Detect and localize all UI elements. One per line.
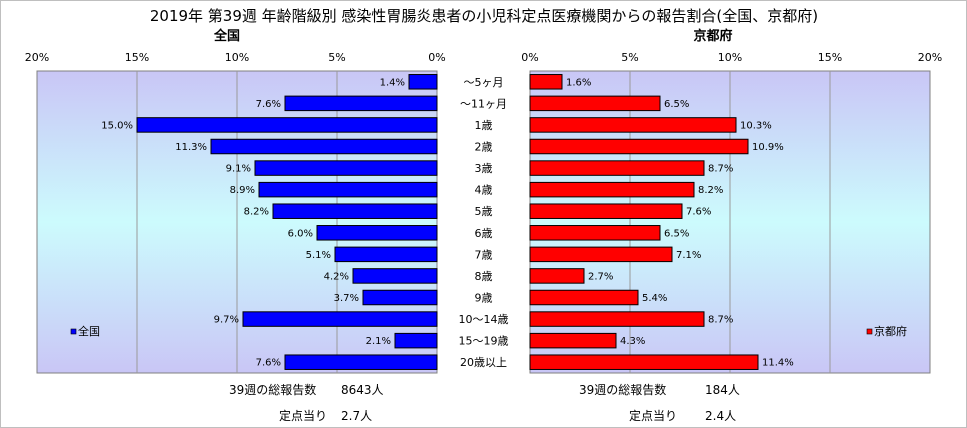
category-label-8: 7歳 (475, 248, 493, 261)
bar-national-1 (284, 95, 438, 112)
value-label-kyoto-1: 6.5% (664, 99, 689, 110)
bar-kyoto-7 (529, 225, 661, 241)
legend-swatch-national (70, 328, 77, 335)
category-label-13: 20歳以上 (460, 356, 507, 369)
x-tick-label-national-10: 10% (225, 51, 249, 64)
footer-kyoto-total-value: 184人 (705, 383, 740, 397)
value-label-kyoto-5: 8.2% (698, 185, 723, 196)
x-tick-label-kyoto-10: 10% (718, 51, 742, 64)
panel-title-kyoto: 京都府 (693, 28, 732, 44)
chart-title: 2019年 第39週 年齢階級別 感染性胃腸炎患者の小児科定点医療機関からの報告… (150, 7, 818, 25)
legend-label-kyoto: 京都府 (874, 324, 907, 338)
bar-national-12 (394, 332, 438, 349)
bar-kyoto-3 (529, 138, 749, 155)
value-label-national-0: 1.4% (380, 77, 405, 88)
category-label-3: 2歳 (475, 141, 493, 154)
footer-national-per-label: 定点当り (279, 408, 327, 423)
bar-kyoto-1 (529, 95, 661, 112)
footer-kyoto-total-label: 39週の総報告数 (579, 382, 666, 397)
category-label-9: 8歳 (475, 270, 493, 283)
x-tick-label-kyoto-20: 20% (918, 51, 942, 64)
x-tick-label-national-20: 20% (25, 51, 49, 64)
bar-national-13 (284, 354, 438, 370)
value-label-kyoto-6: 7.6% (686, 207, 711, 218)
category-label-4: 3歳 (475, 162, 493, 175)
bar-kyoto-12 (529, 332, 617, 349)
value-label-kyoto-10: 5.4% (642, 293, 667, 304)
legend-label-national: 全国 (78, 324, 100, 338)
bar-kyoto-13 (529, 354, 759, 370)
value-label-national-9: 4.2% (324, 271, 349, 282)
category-label-12: 15～19歳 (459, 335, 509, 348)
bar-national-11 (242, 311, 438, 327)
category-label-5: 4歳 (475, 184, 493, 197)
footer-kyoto-per-value: 2.4人 (705, 409, 736, 423)
bar-national-0 (408, 74, 438, 90)
x-tick-label-kyoto-15: 15% (818, 51, 842, 64)
value-label-national-3: 11.3% (175, 142, 207, 153)
value-label-national-10: 3.7% (334, 293, 359, 304)
value-label-national-13: 7.6% (256, 358, 281, 369)
bar-national-6 (272, 203, 438, 219)
value-label-kyoto-2: 10.3% (740, 120, 772, 131)
bar-kyoto-8 (529, 246, 673, 263)
bar-kyoto-4 (529, 160, 705, 176)
value-label-kyoto-9: 2.7% (588, 271, 613, 282)
x-tick-label-kyoto-5: 5% (621, 51, 638, 64)
footer-national-total-value: 8643人 (341, 383, 384, 397)
bar-kyoto-0 (529, 74, 563, 90)
category-label-7: 6歳 (475, 227, 493, 240)
bar-kyoto-10 (529, 289, 639, 306)
x-tick-label-national-0: 0% (428, 51, 445, 64)
value-label-national-11: 9.7% (214, 315, 239, 326)
value-label-national-1: 7.6% (256, 99, 281, 110)
value-label-kyoto-4: 8.7% (708, 164, 733, 175)
category-label-6: 5歳 (475, 205, 493, 218)
value-label-kyoto-7: 6.5% (664, 228, 689, 239)
x-tick-label-national-15: 15% (125, 51, 149, 64)
bar-national-2 (136, 117, 438, 133)
bar-national-3 (210, 138, 438, 155)
category-label-11: 10～14歳 (459, 313, 509, 326)
bar-kyoto-2 (529, 117, 737, 133)
x-tick-label-kyoto-0: 0% (521, 51, 538, 64)
bar-kyoto-9 (529, 268, 585, 284)
value-label-kyoto-0: 1.6% (566, 77, 591, 88)
value-label-national-8: 5.1% (306, 250, 331, 261)
category-label-0: ～5ヶ月 (464, 76, 504, 89)
x-tick-label-national-5: 5% (328, 51, 345, 64)
bar-national-9 (352, 268, 438, 284)
legend-swatch-kyoto (866, 328, 873, 335)
category-label-1: ～11ヶ月 (460, 97, 507, 110)
value-label-kyoto-11: 8.7% (708, 315, 733, 326)
value-label-national-2: 15.0% (101, 120, 133, 131)
category-label-2: 1歳 (475, 119, 493, 132)
bar-national-4 (254, 160, 438, 176)
bar-national-7 (316, 225, 438, 241)
footer-national-total-label: 39週の総報告数 (229, 382, 316, 397)
value-label-kyoto-13: 11.4% (762, 358, 794, 369)
bar-kyoto-6 (529, 203, 683, 219)
value-label-national-4: 9.1% (226, 164, 251, 175)
bar-national-10 (362, 289, 438, 306)
value-label-kyoto-12: 4.3% (620, 336, 645, 347)
category-label-10: 9歳 (475, 292, 493, 305)
bar-kyoto-11 (529, 311, 705, 327)
value-label-national-5: 8.9% (230, 185, 255, 196)
footer-kyoto-per-label: 定点当り (629, 408, 677, 423)
value-label-kyoto-8: 7.1% (676, 250, 701, 261)
value-label-kyoto-3: 10.9% (752, 142, 784, 153)
value-label-national-6: 8.2% (244, 207, 269, 218)
footer-national-per-value: 2.7人 (341, 409, 372, 423)
bar-national-8 (334, 246, 438, 263)
panel-title-national: 全国 (213, 28, 240, 44)
value-label-national-7: 6.0% (288, 228, 313, 239)
bar-national-5 (258, 181, 438, 198)
value-label-national-12: 2.1% (366, 336, 391, 347)
bar-kyoto-5 (529, 181, 695, 198)
